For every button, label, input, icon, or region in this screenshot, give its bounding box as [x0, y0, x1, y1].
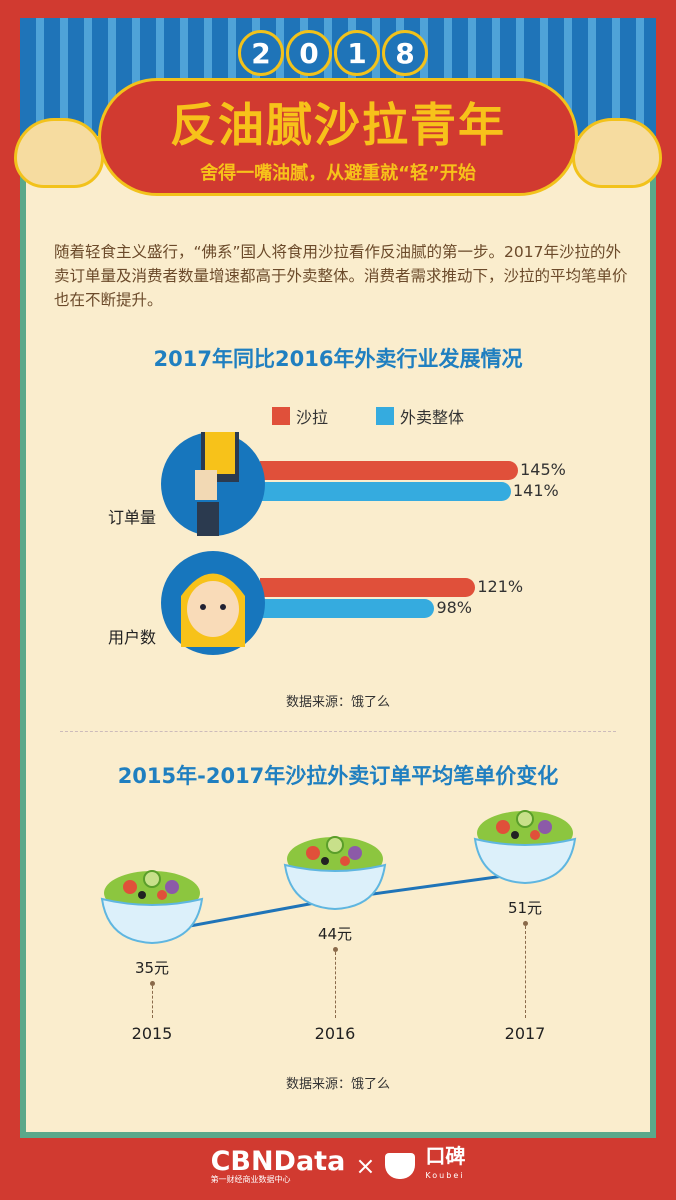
bar-value-label: 121%: [477, 577, 524, 596]
dashed-guide: [152, 986, 153, 1018]
cloud-icon: [572, 118, 662, 188]
legend-label: 外卖整体: [400, 408, 465, 427]
year-badges: 2 0 1 8: [238, 30, 428, 76]
salad-bowl-icon: [473, 805, 577, 885]
legend-label: 沙拉: [296, 408, 329, 427]
year-digit: 8: [382, 30, 428, 76]
dashed-guide: [335, 952, 336, 1018]
intro-text: 随着轻食主义盛行，“佛系”国人将食用沙拉看作反油腻的第一步。2017年沙拉的外卖…: [54, 243, 628, 309]
divider: [60, 731, 616, 732]
dashed-guide: [525, 926, 526, 1018]
chart2-source: 数据来源：饿了么: [285, 1077, 390, 1092]
chart1-source: 数据来源：饿了么: [285, 695, 390, 710]
legend-delivery: 外卖整体: [376, 404, 464, 428]
bar-salad-0: [260, 461, 519, 480]
koubei-logo: 口碑 Koubei: [425, 1144, 466, 1180]
salad-bowl-icon: [283, 831, 387, 911]
marker-dot: [150, 981, 155, 986]
girl-face-icon: [161, 551, 265, 655]
footer-logos: CBNData 第一财经商业数据中心 × 口碑 Koubei: [0, 1146, 676, 1186]
bar-delivery-0: [260, 482, 511, 501]
chart2-title: 2015年-2017年沙拉外卖订单平均笔单价变化: [117, 764, 559, 788]
title-banner: 反油腻沙拉青年 舍得一嘴油腻，从避重就“轻”开始: [98, 78, 578, 196]
year-digit: 2: [238, 30, 284, 76]
year-digit: 1: [334, 30, 380, 76]
legend-swatch: [272, 407, 290, 425]
phone-in-hand-icon: [161, 420, 265, 536]
year-label: 2016: [314, 1024, 356, 1043]
price-label: 44元: [317, 925, 353, 944]
page-title: 反油腻沙拉青年: [170, 98, 506, 152]
year-label: 2015: [131, 1024, 173, 1043]
row-label-users: 用户数: [108, 628, 157, 647]
bar-delivery-1: [260, 599, 435, 618]
bar-value-label: 98%: [436, 598, 472, 617]
year-digit: 0: [286, 30, 332, 76]
chart1-title: 2017年同比2016年外卖行业发展情况: [153, 347, 523, 371]
year-label: 2017: [504, 1024, 546, 1043]
price-label: 35元: [134, 959, 170, 977]
price-label: 51元: [507, 899, 543, 917]
marker-dot: [333, 947, 338, 953]
row-label-orders: 订单量: [108, 508, 157, 527]
page-subtitle: 舍得一嘴油腻，从避重就“轻”开始: [200, 163, 476, 184]
legend-salad: 沙拉: [272, 404, 328, 428]
legend-swatch: [376, 407, 394, 425]
salad-bowl-icon: [100, 865, 204, 945]
marker-dot: [523, 921, 528, 926]
cloud-icon: [14, 118, 104, 188]
times-sign: ×: [355, 1152, 376, 1180]
koubei-logo-icon: [385, 1153, 416, 1179]
bar-value-label: 145%: [520, 460, 566, 479]
bar-value-label: 141%: [512, 481, 559, 500]
bar-salad-1: [260, 578, 476, 597]
cbndata-logo: CBNData 第一财经商业数据中心: [210, 1145, 346, 1184]
